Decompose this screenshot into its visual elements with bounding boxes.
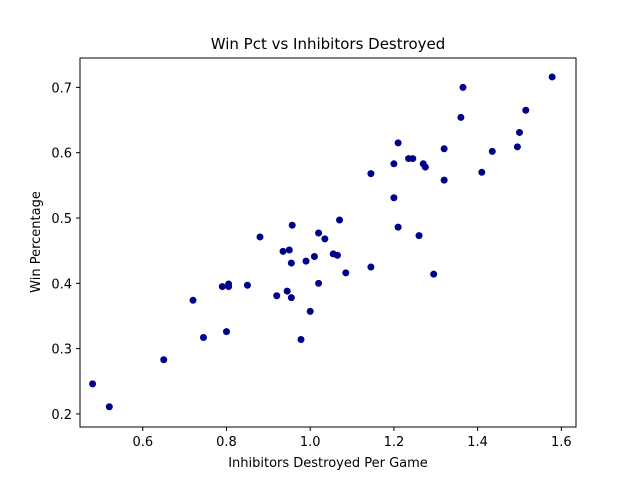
y-tick-label: 0.2 xyxy=(51,408,72,423)
plot-frame xyxy=(79,57,577,428)
x-tick-label: 1.6 xyxy=(551,435,572,450)
chart-title: Win Pct vs Inhibitors Destroyed xyxy=(211,35,446,53)
y-tick-label: 0.6 xyxy=(51,147,72,162)
data-point xyxy=(315,279,323,287)
data-point xyxy=(457,113,465,121)
data-point xyxy=(256,233,264,241)
data-point xyxy=(105,403,113,411)
x-tick-label: 1.4 xyxy=(467,435,488,450)
data-point xyxy=(333,251,341,259)
y-axis-label: Win Percentage xyxy=(29,191,44,293)
x-tick-label: 1.2 xyxy=(384,435,405,450)
data-point xyxy=(225,280,233,288)
data-point xyxy=(342,269,350,277)
data-point xyxy=(548,73,556,81)
x-tick-label: 0.8 xyxy=(216,435,237,450)
data-point xyxy=(409,155,417,163)
data-point xyxy=(283,287,291,295)
x-tick-label: 0.6 xyxy=(132,435,153,450)
data-point xyxy=(394,223,402,231)
data-point xyxy=(89,380,97,388)
data-point xyxy=(218,283,226,291)
data-point xyxy=(189,296,197,304)
data-point xyxy=(459,83,467,91)
data-point xyxy=(243,281,251,289)
data-point xyxy=(522,106,530,114)
data-point xyxy=(222,328,230,336)
y-tick-label: 0.7 xyxy=(51,81,72,96)
data-point xyxy=(421,163,429,171)
data-point xyxy=(273,292,281,300)
data-point xyxy=(440,145,448,153)
data-point xyxy=(199,334,207,342)
data-point xyxy=(160,356,168,364)
data-point xyxy=(297,335,305,343)
y-tick-label: 0.3 xyxy=(51,343,72,358)
data-point xyxy=(321,235,329,243)
data-point xyxy=(440,176,448,184)
data-point xyxy=(390,194,398,202)
y-axis-ticks: 0.2 0.3 0.4 0.5 0.6 0.7 xyxy=(51,81,80,423)
data-point xyxy=(288,221,296,229)
data-point xyxy=(367,263,375,271)
data-point xyxy=(415,232,423,240)
data-point xyxy=(287,259,295,267)
x-tick-label: 1.0 xyxy=(300,435,321,450)
data-point xyxy=(367,170,375,178)
data-point xyxy=(515,128,523,136)
points-layer xyxy=(89,73,556,411)
data-point xyxy=(279,247,287,255)
x-axis-ticks: 0.6 0.8 1.0 1.2 1.4 1.6 xyxy=(132,427,572,450)
data-point xyxy=(306,307,314,315)
data-point xyxy=(513,143,521,151)
y-tick-label: 0.4 xyxy=(51,277,72,292)
data-point xyxy=(488,147,496,155)
data-point xyxy=(310,253,318,261)
data-point xyxy=(302,257,310,265)
data-point xyxy=(478,168,486,176)
data-point xyxy=(394,139,402,147)
data-point xyxy=(336,216,344,224)
data-point xyxy=(287,294,295,302)
y-tick-label: 0.5 xyxy=(51,212,72,227)
data-point xyxy=(285,246,293,254)
x-axis-label: Inhibitors Destroyed Per Game xyxy=(228,456,428,471)
data-point xyxy=(315,229,323,237)
data-point xyxy=(390,160,398,168)
data-point xyxy=(430,270,438,278)
